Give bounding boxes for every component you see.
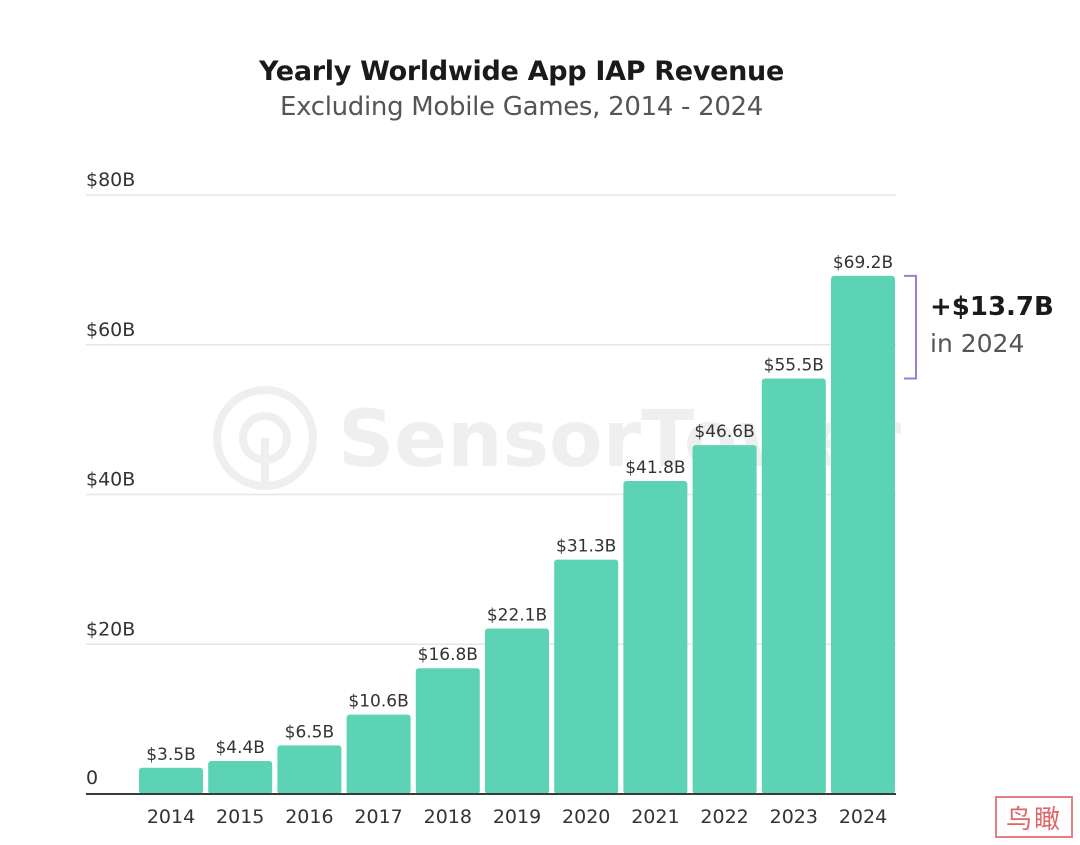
gridlines: 0 $20B $40B $60B $80B xyxy=(86,169,896,789)
x-tick-label: 2017 xyxy=(354,806,402,828)
y-tick-label: $80B xyxy=(86,169,135,191)
x-tick-label: 2021 xyxy=(631,806,679,828)
bar-value-label: $55.5B xyxy=(764,355,824,375)
x-tick-label: 2016 xyxy=(285,806,333,828)
bar xyxy=(831,275,895,794)
bar-value-label: $16.8B xyxy=(418,645,478,665)
bar-value-label: $10.6B xyxy=(348,692,408,712)
bar xyxy=(277,745,342,794)
x-tick-label: 2022 xyxy=(700,806,748,828)
bar xyxy=(554,559,619,794)
bar-value-label: $3.5B xyxy=(146,745,196,765)
x-tick-label: 2019 xyxy=(493,806,541,828)
annotation-sub: in 2024 xyxy=(930,329,1024,358)
annotation-delta: +$13.7B xyxy=(930,292,1054,322)
bar xyxy=(139,767,203,794)
x-tick-label: 2014 xyxy=(147,806,195,828)
x-tick-label: 2024 xyxy=(839,806,887,828)
annotation: +$13.7B in 2024 xyxy=(904,274,1054,380)
x-tick-label: 2018 xyxy=(424,806,472,828)
bar xyxy=(761,378,826,794)
y-tick-label: $20B xyxy=(86,618,135,640)
chart-title: Yearly Worldwide App IAP Revenue xyxy=(259,56,784,87)
bar-value-label: $46.6B xyxy=(694,422,754,442)
bar-value-label: $6.5B xyxy=(285,722,335,742)
bar-value-label: $41.8B xyxy=(625,458,685,478)
x-tick-label: 2020 xyxy=(562,806,610,828)
y-tick-label: 0 xyxy=(86,767,98,789)
annotation-bracket xyxy=(904,274,917,380)
bar xyxy=(485,628,549,794)
y-tick-label: $40B xyxy=(86,469,135,491)
chart-subtitle: Excluding Mobile Games, 2014 - 2024 xyxy=(279,92,764,122)
x-tick-label: 2015 xyxy=(216,806,264,828)
bar-value-label: $69.2B xyxy=(833,253,893,273)
bar xyxy=(623,481,688,794)
bar xyxy=(692,445,757,794)
y-tick-label: $60B xyxy=(86,319,135,341)
bar-value-label: $22.1B xyxy=(487,606,547,626)
bar-value-label: $31.3B xyxy=(556,537,616,557)
bar-value-label: $4.4B xyxy=(215,738,265,758)
bar xyxy=(415,668,480,794)
bar xyxy=(346,714,411,794)
bars: $3.5B 2014 $4.4B 2015 $6.5B 2016 $10.6B 2017 $16… xyxy=(86,253,896,828)
bar xyxy=(208,761,273,794)
x-tick-label: 2023 xyxy=(770,806,818,828)
stamp-mark: 鸟瞰 xyxy=(995,796,1073,838)
